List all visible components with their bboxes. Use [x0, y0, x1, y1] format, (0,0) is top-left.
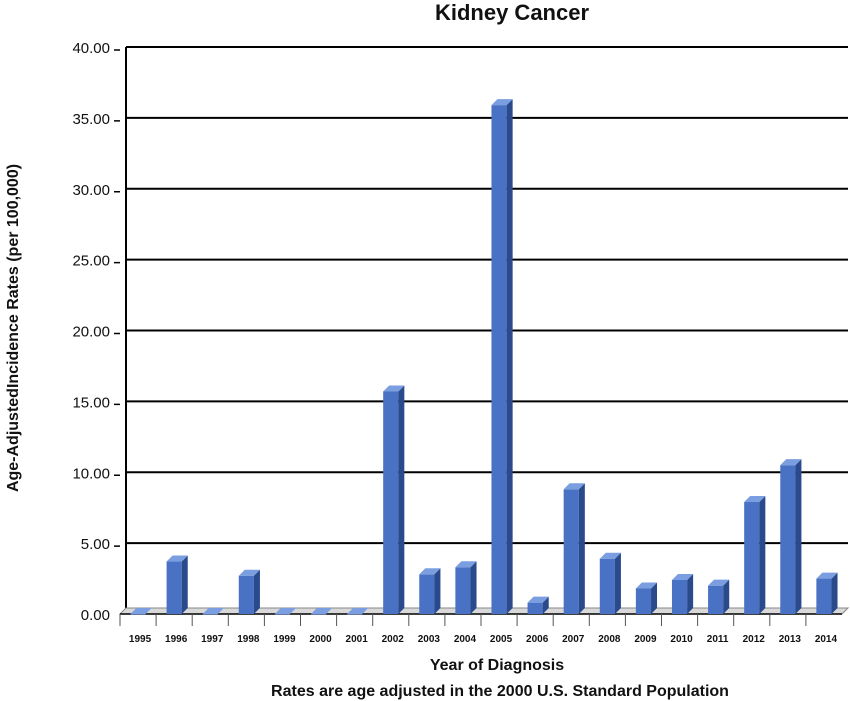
bar — [274, 608, 297, 615]
x-tick-label: 1999 — [273, 634, 296, 645]
x-tick-label: 1996 — [165, 634, 188, 645]
x-tick-label: 1998 — [237, 634, 260, 645]
bar — [635, 582, 658, 614]
x-axis-label: Year of Diagnosis — [430, 657, 564, 674]
y-axis-label: Age-AdjustedIncidence Rates (per 100,000… — [5, 164, 22, 492]
y-tick-label: 5.00 — [81, 536, 110, 553]
y-tick-label: 0.00 — [81, 607, 110, 624]
bar — [563, 483, 585, 614]
x-tick-label: 2003 — [418, 634, 441, 645]
x-tick-label: 2008 — [598, 634, 621, 645]
bar — [780, 459, 802, 614]
x-tick-label: 2009 — [634, 634, 657, 645]
y-tick-label: 30.00 — [72, 182, 110, 199]
x-tick-label: 2010 — [670, 634, 693, 645]
x-tick-label: 2012 — [743, 634, 766, 645]
floor — [118, 607, 850, 615]
bar — [347, 608, 369, 615]
y-tick-label: 40.00 — [72, 40, 110, 57]
x-tick-label: 2005 — [490, 634, 513, 645]
x-tick-label: 2013 — [779, 634, 802, 645]
x-tick-label: 2002 — [382, 634, 405, 645]
bar — [708, 579, 730, 614]
bar — [455, 561, 477, 614]
bar — [599, 552, 621, 614]
y-tick-label: 10.00 — [72, 465, 110, 482]
bar — [238, 569, 260, 614]
bar — [744, 496, 766, 614]
x-tick-label: 2000 — [309, 634, 332, 645]
x-tick-label: 1995 — [129, 634, 152, 645]
chart-title: Kidney Cancer — [435, 0, 589, 25]
bar — [130, 608, 152, 615]
y-tick-label: 35.00 — [72, 111, 110, 128]
bar — [383, 385, 405, 614]
bar — [816, 572, 838, 614]
y-tick-label: 25.00 — [72, 253, 110, 270]
bar — [491, 99, 513, 615]
x-tick-label: 2004 — [454, 634, 477, 645]
x-tick-labels: 1995 1996 1997 1998 1999 2000 2001 2002 2003 2004… — [119, 614, 838, 645]
y-tick-label: 15.00 — [72, 394, 110, 411]
x-tick-label: 2007 — [562, 634, 585, 645]
bar — [310, 608, 333, 615]
bar — [419, 568, 441, 614]
bars — [130, 99, 838, 615]
x-tick-label: 2014 — [815, 634, 838, 645]
x-tick-label: 1997 — [201, 634, 224, 645]
y-tick-labels: 0.00 5.00 10.00 15.00 20.00 25.00 30.00 35.00 40… — [72, 40, 110, 624]
bar — [166, 555, 188, 614]
gridlines — [114, 46, 848, 547]
bar — [527, 596, 549, 614]
bar — [671, 573, 694, 614]
x-tick-label: 2011 — [707, 634, 729, 645]
footnote: Rates are age adjusted in the 2000 U.S. … — [271, 683, 729, 700]
x-tick-label: 2001 — [346, 634, 369, 645]
x-tick-label: 2006 — [526, 634, 549, 645]
y-tick-label: 20.00 — [72, 324, 110, 341]
bar — [202, 608, 224, 615]
